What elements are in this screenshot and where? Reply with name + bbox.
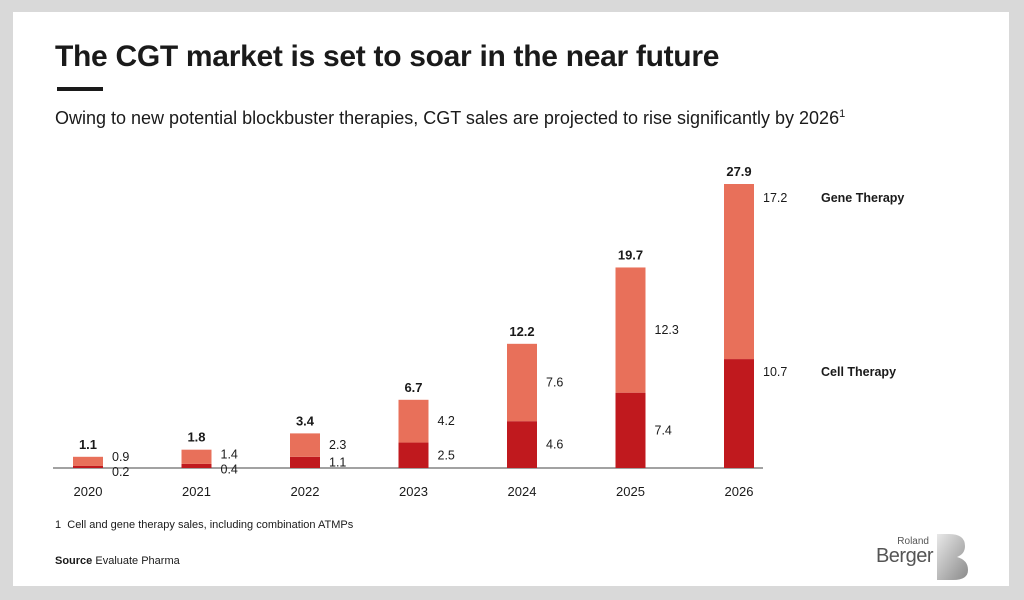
legend-gene-therapy: Gene Therapy	[821, 191, 904, 205]
bar-gene-therapy	[615, 267, 646, 393]
logo-line-1: Roland	[897, 536, 929, 547]
subtitle-text: Owing to new potential blockbuster thera…	[55, 108, 840, 128]
bar-gene-therapy	[290, 433, 320, 457]
source-line: Source Evaluate Pharma	[55, 555, 180, 567]
bar-cell-therapy	[181, 463, 212, 468]
slide-card: The CGT market is set to soar in the nea…	[13, 12, 1009, 586]
total-label: 27.9	[726, 164, 751, 179]
x-tick-label: 2024	[508, 484, 537, 499]
footnote: 1 Cell and gene therapy sales, including…	[55, 519, 353, 531]
bar-cell-therapy	[724, 359, 754, 468]
x-tick-label: 2026	[725, 484, 754, 499]
segment-value-gene: 4.2	[438, 414, 455, 428]
footnote-number: 1	[55, 519, 62, 531]
total-label: 1.8	[187, 430, 205, 445]
bar-cell-therapy	[507, 421, 537, 468]
segment-value-gene: 0.9	[112, 450, 129, 464]
total-label: 12.2	[509, 324, 534, 339]
x-tick-label: 2021	[182, 484, 211, 499]
title-underline	[57, 87, 103, 91]
roland-berger-logo: Roland Berger	[875, 532, 975, 582]
segment-value-gene: 7.6	[546, 375, 563, 389]
legend-cell-therapy: Cell Therapy	[821, 365, 896, 379]
x-tick-label: 2025	[616, 484, 645, 499]
page-subtitle: Owing to new potential blockbuster thera…	[55, 108, 845, 129]
total-label: 1.1	[79, 437, 97, 452]
source-text: Evaluate Pharma	[95, 555, 180, 567]
segment-value-cell: 7.4	[655, 423, 672, 437]
total-label: 6.7	[404, 380, 422, 395]
bar-cell-therapy	[73, 465, 103, 468]
bar-cell-therapy	[615, 392, 646, 468]
bar-gene-therapy	[181, 449, 212, 464]
bar-gene-therapy	[507, 343, 537, 422]
segment-value-gene: 17.2	[763, 191, 787, 205]
source-label: Source	[55, 555, 93, 567]
segment-value-cell: 4.6	[546, 438, 563, 452]
stacked-bar-chart: 2020 1.1 0.90.2 2021 1.8 1.40.4 2022 3.4 2.3 1.1 2…	[53, 164, 904, 499]
bar-gene-therapy	[73, 456, 103, 466]
segment-value-gene: 1.4	[221, 447, 238, 461]
x-tick-label: 2020	[74, 484, 103, 499]
segment-value-cell: 0.4	[221, 462, 238, 476]
segment-value-cell: 10.7	[763, 365, 787, 379]
subtitle-footnote-marker: 1	[839, 108, 846, 120]
bar-gene-therapy	[724, 184, 754, 360]
footnote-text: Cell and gene therapy sales, including c…	[67, 519, 354, 531]
bar-cell-therapy	[398, 442, 429, 468]
bar-gene-therapy	[398, 399, 429, 443]
page-title: The CGT market is set to soar in the nea…	[55, 40, 720, 73]
segment-value-gene: 2.3	[329, 438, 346, 452]
logo-line-2: Berger	[875, 545, 934, 567]
segment-value-cell: 2.5	[438, 448, 455, 462]
segment-value-gene: 12.3	[655, 323, 679, 337]
x-tick-label: 2022	[291, 484, 320, 499]
bar-cell-therapy	[290, 456, 320, 468]
segment-value-cell: 0.2	[112, 465, 129, 479]
x-tick-label: 2023	[399, 484, 428, 499]
total-label: 19.7	[618, 247, 643, 262]
logo-b-mark	[937, 534, 968, 580]
segment-value-cell: 1.1	[329, 455, 346, 469]
total-label: 3.4	[296, 413, 315, 428]
